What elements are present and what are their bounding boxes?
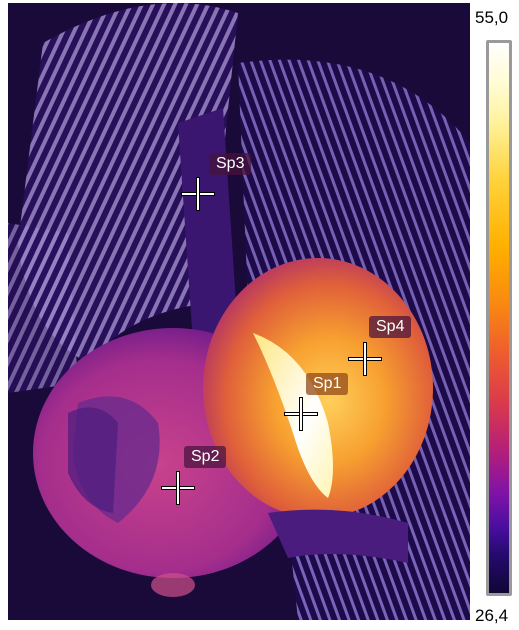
thermal-scene	[8, 3, 470, 620]
sp3-crosshair[interactable]	[182, 178, 214, 210]
cable-spot	[151, 573, 195, 597]
left-grille	[18, 3, 238, 363]
temperature-color-bar	[486, 40, 512, 596]
scale-max-label: 55,0	[475, 8, 509, 27]
sp4-label: Sp4	[369, 316, 412, 338]
left-edge-grille	[8, 223, 78, 393]
sp2-label: Sp2	[184, 446, 227, 468]
sp2-crosshair[interactable]	[162, 472, 194, 504]
hottest-streak	[253, 333, 333, 498]
thermal-image[interactable]: Sp3 Sp4 Sp1 Sp2	[8, 3, 470, 620]
scale-min-label: 26,4	[475, 606, 509, 625]
sp1-label: Sp1	[306, 373, 349, 395]
sp1-crosshair[interactable]	[285, 398, 317, 430]
sp4-crosshair[interactable]	[349, 343, 381, 375]
sp3-label: Sp3	[209, 153, 252, 175]
lower-bracket	[268, 509, 408, 563]
motor-recess-shadow	[68, 407, 118, 513]
